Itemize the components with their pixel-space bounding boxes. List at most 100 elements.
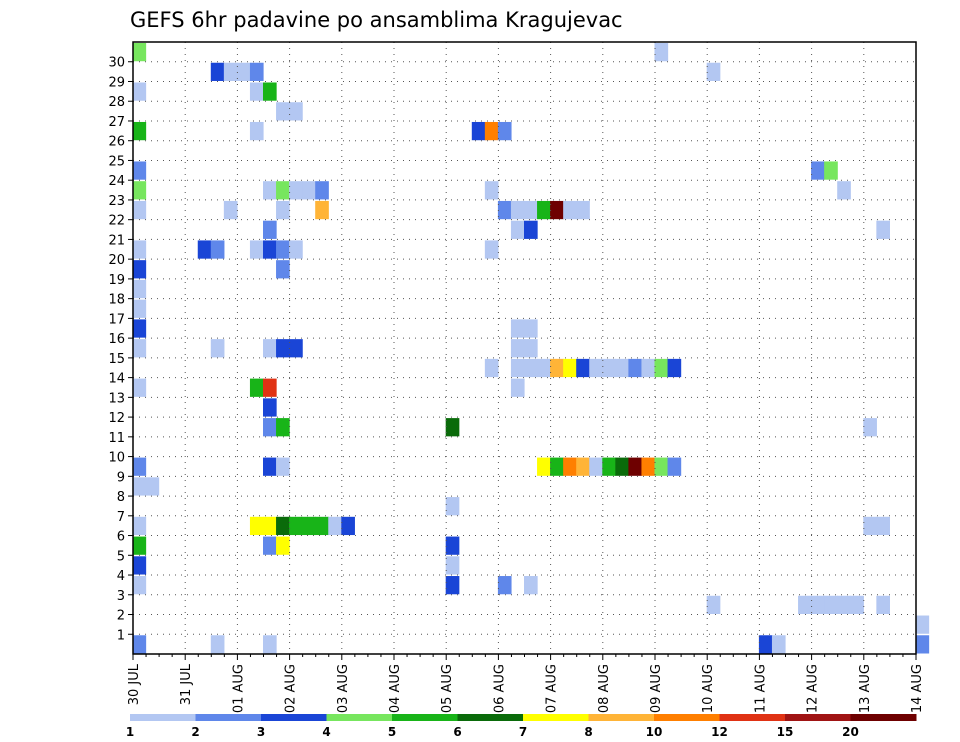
- precip-cell: [263, 220, 277, 239]
- precip-cell: [771, 635, 786, 654]
- colorbar-swatch: [130, 714, 196, 721]
- x-tick-label: 30 JUL: [127, 663, 142, 705]
- y-tick-label: 13: [108, 391, 125, 406]
- precip-cell: [510, 319, 525, 338]
- precip-cell: [315, 200, 329, 220]
- precip-cell: [249, 516, 264, 536]
- precip-cell: [824, 595, 838, 615]
- colorbar-swatch: [785, 714, 851, 721]
- precip-cell: [276, 418, 290, 437]
- precip-cell: [236, 62, 251, 81]
- precip-cell: [445, 418, 460, 437]
- precip-cell: [263, 240, 277, 259]
- precip-cell: [276, 200, 290, 220]
- colorbar-label: 2: [191, 725, 199, 739]
- precip-cell: [602, 358, 616, 378]
- precip-cell: [628, 358, 643, 378]
- precip-cell: [263, 516, 277, 536]
- y-tick-label: 8: [117, 490, 125, 505]
- colorbar-label: 8: [584, 725, 592, 739]
- precip-cell: [263, 339, 277, 358]
- precip-cell: [876, 516, 890, 536]
- precip-cell: [641, 457, 656, 476]
- precip-cell: [223, 200, 238, 220]
- y-tick-label: 16: [108, 332, 125, 347]
- colorbar-swatch: [850, 714, 917, 721]
- y-tick-label: 30: [108, 56, 125, 71]
- colorbar-swatch: [523, 714, 589, 721]
- y-tick-label: 9: [117, 470, 125, 485]
- x-tick-label: 05 AUG: [440, 664, 455, 713]
- precip-cell: [263, 398, 277, 417]
- colorbar-label: 10: [646, 725, 663, 739]
- colorbar-label: 7: [519, 725, 527, 739]
- precip-cell: [510, 339, 525, 358]
- colorbar-swatch: [261, 714, 327, 721]
- precip-cell: [197, 240, 212, 259]
- precip-cell: [132, 43, 147, 62]
- precip-cell: [706, 62, 721, 81]
- precip-cell: [276, 102, 290, 121]
- precip-cell: [302, 516, 316, 536]
- y-tick-label: 15: [108, 352, 125, 367]
- precip-cell: [484, 121, 499, 141]
- precip-cell: [132, 279, 147, 299]
- precip-cell: [876, 595, 890, 615]
- y-tick-label: 21: [108, 233, 125, 248]
- precip-cell: [524, 576, 538, 595]
- precip-cell: [132, 319, 147, 338]
- precip-cell: [837, 181, 851, 200]
- precip-cell: [497, 121, 512, 141]
- grid-layer: [133, 42, 916, 654]
- y-tick-label: 11: [108, 431, 125, 446]
- precip-cell: [289, 240, 303, 259]
- precip-cell: [510, 358, 525, 378]
- x-tick-label: 10 AUG: [701, 664, 716, 713]
- precip-cell: [445, 556, 460, 575]
- y-tick-label: 7: [117, 510, 125, 525]
- precip-cell: [524, 220, 538, 239]
- precip-cell: [132, 260, 147, 279]
- colorbar: 1 2 3 4 5 6 7 8 10 12 15 20: [126, 714, 917, 739]
- y-tick-label: 25: [108, 154, 125, 169]
- precip-cell: [289, 181, 303, 200]
- precip-cell: [276, 240, 290, 259]
- x-tick-label: 12 AUG: [806, 664, 821, 713]
- precip-cell: [132, 378, 147, 397]
- y-tick-label: 20: [108, 253, 125, 268]
- x-tick-label: 04 AUG: [388, 664, 403, 713]
- precip-cell: [510, 378, 525, 397]
- y-tick-label: 19: [108, 273, 125, 288]
- precip-cell: [863, 516, 877, 536]
- precip-cell: [263, 635, 277, 654]
- precip-cell: [484, 358, 499, 378]
- x-tick-label: 06 AUG: [492, 664, 507, 713]
- y-tick-label: 29: [108, 75, 125, 90]
- precip-cell: [132, 161, 147, 180]
- precip-cell: [289, 102, 303, 121]
- precip-cell: [837, 595, 851, 615]
- precip-cell: [249, 62, 264, 81]
- precip-cell: [537, 200, 551, 220]
- x-tick-label: 09 AUG: [649, 664, 664, 713]
- x-tick-label: 07 AUG: [545, 664, 560, 713]
- precip-cell: [850, 595, 864, 615]
- precip-cell: [328, 516, 342, 536]
- precip-cell: [249, 121, 264, 141]
- y-tick-label: 24: [108, 174, 125, 189]
- precip-cell: [263, 457, 277, 476]
- precip-cell: [210, 62, 225, 81]
- precip-cell: [132, 181, 147, 200]
- precip-cell: [289, 339, 303, 358]
- y-tick-label: 17: [108, 312, 125, 327]
- precip-cell: [315, 516, 329, 536]
- precip-cell: [510, 220, 525, 239]
- y-tick-label: 4: [117, 569, 125, 584]
- precip-cell: [524, 200, 538, 220]
- precip-cell: [315, 181, 329, 200]
- precip-cell: [289, 516, 303, 536]
- x-tick-label: 14 AUG: [910, 664, 925, 713]
- y-tick-label: 23: [108, 194, 125, 209]
- precip-cell: [798, 595, 812, 615]
